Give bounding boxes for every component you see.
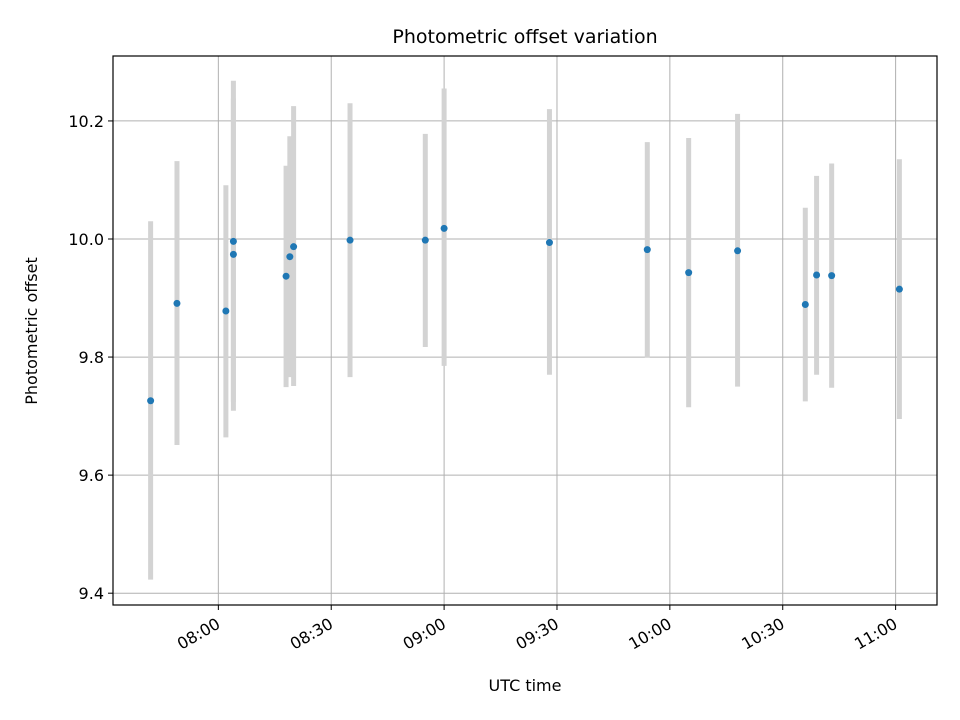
data-point <box>222 307 230 315</box>
data-point <box>895 285 903 293</box>
data-point <box>801 301 809 309</box>
data-point <box>147 397 155 405</box>
y-axis-label: Photometric offset <box>22 257 41 405</box>
y-axis: 9.4 9.6 9.8 10.0 10.2 <box>68 112 113 603</box>
y-tick-label: 10.0 <box>68 230 104 249</box>
data-point <box>290 243 298 251</box>
data-point <box>282 272 290 280</box>
chart-title: Photometric offset variation <box>392 26 657 48</box>
plot-frame <box>112 55 938 606</box>
y-tick-label: 10.2 <box>68 112 104 131</box>
data-point <box>643 246 651 254</box>
data-point <box>440 224 448 232</box>
y-tick-label: 9.4 <box>79 584 104 603</box>
data-points <box>147 224 903 405</box>
data-point <box>813 271 821 279</box>
data-point <box>734 247 742 255</box>
y-tick-label: 9.6 <box>79 466 104 485</box>
data-point <box>545 239 553 247</box>
data-point <box>173 299 181 307</box>
data-point <box>346 236 354 244</box>
data-point <box>286 253 294 261</box>
data-point <box>229 250 237 258</box>
y-tick-label: 9.8 <box>79 348 104 367</box>
data-point <box>229 237 237 245</box>
x-axis-label: UTC time <box>489 676 562 695</box>
data-point <box>421 236 429 244</box>
data-point <box>828 272 836 280</box>
data-point <box>685 269 693 277</box>
